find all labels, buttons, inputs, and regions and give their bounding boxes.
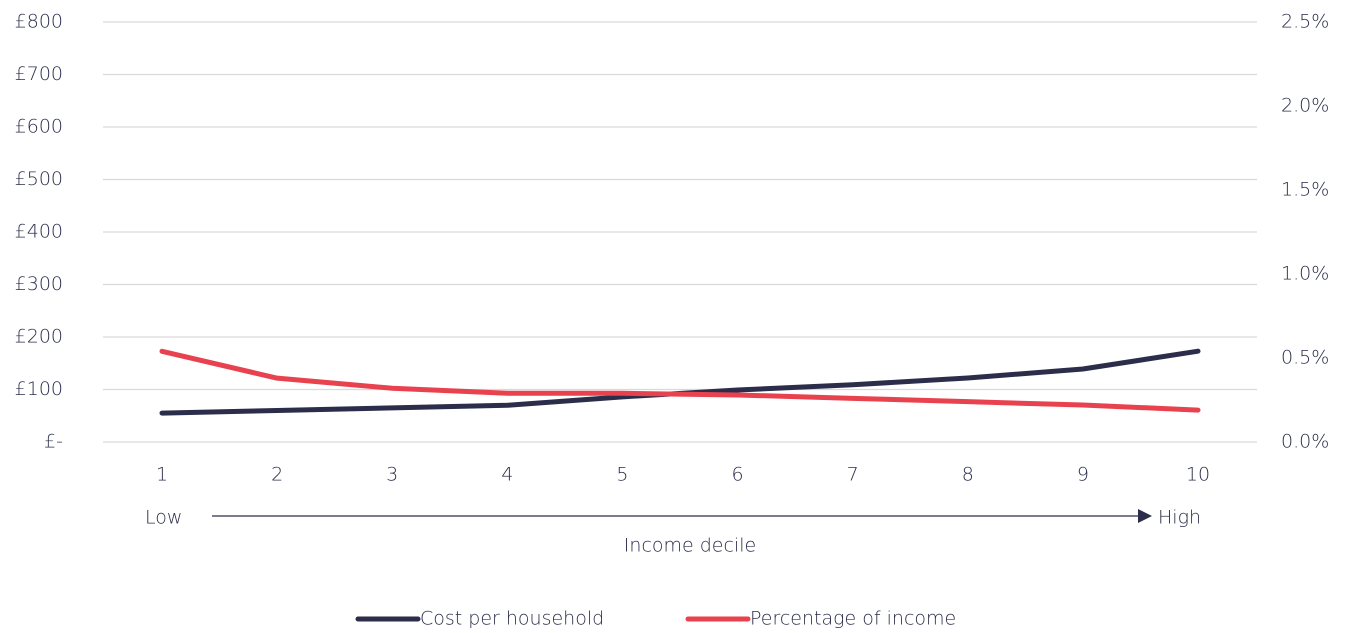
- y-tick-label: £100: [15, 378, 63, 400]
- x-axis-label: Income decile: [624, 535, 756, 557]
- x-tick-label: 1: [156, 464, 168, 486]
- y-tick-label: £300: [15, 273, 63, 295]
- axis-arrow-head: [1138, 509, 1152, 523]
- x-tick-label: 4: [501, 464, 513, 486]
- y-tick-label: £-: [44, 431, 63, 453]
- y2-tick-label: 0.5%: [1281, 347, 1329, 369]
- y-tick-label: £700: [15, 63, 63, 85]
- x-tick-label: 3: [386, 464, 398, 486]
- y-tick-label: £200: [15, 326, 63, 348]
- y2-tick-label: 2.0%: [1281, 95, 1329, 117]
- series-line: [159, 348, 1201, 413]
- x-tick-label: 10: [1186, 464, 1210, 486]
- x-tick-label: 9: [1077, 464, 1089, 486]
- y2-tick-label: 1.0%: [1281, 263, 1329, 285]
- x-tick-label: 6: [732, 464, 744, 486]
- y2-tick-label: 1.5%: [1281, 179, 1329, 201]
- x-low-label: Low: [145, 507, 182, 529]
- y-tick-label: £500: [15, 168, 63, 190]
- y-tick-label: £400: [15, 221, 63, 243]
- x-tick-label: 2: [271, 464, 283, 486]
- y2-tick-label: 0.0%: [1281, 431, 1329, 453]
- x-tick-label: 7: [847, 464, 859, 486]
- x-high-label: High: [1158, 507, 1201, 529]
- legend-label: Cost per household: [420, 608, 604, 630]
- x-tick-label: 5: [616, 464, 628, 486]
- y-tick-label: £600: [15, 116, 63, 138]
- y-tick-label: £800: [15, 11, 63, 33]
- legend-label: Percentage of income: [750, 608, 956, 630]
- x-tick-label: 8: [962, 464, 974, 486]
- y2-tick-label: 2.5%: [1281, 11, 1329, 33]
